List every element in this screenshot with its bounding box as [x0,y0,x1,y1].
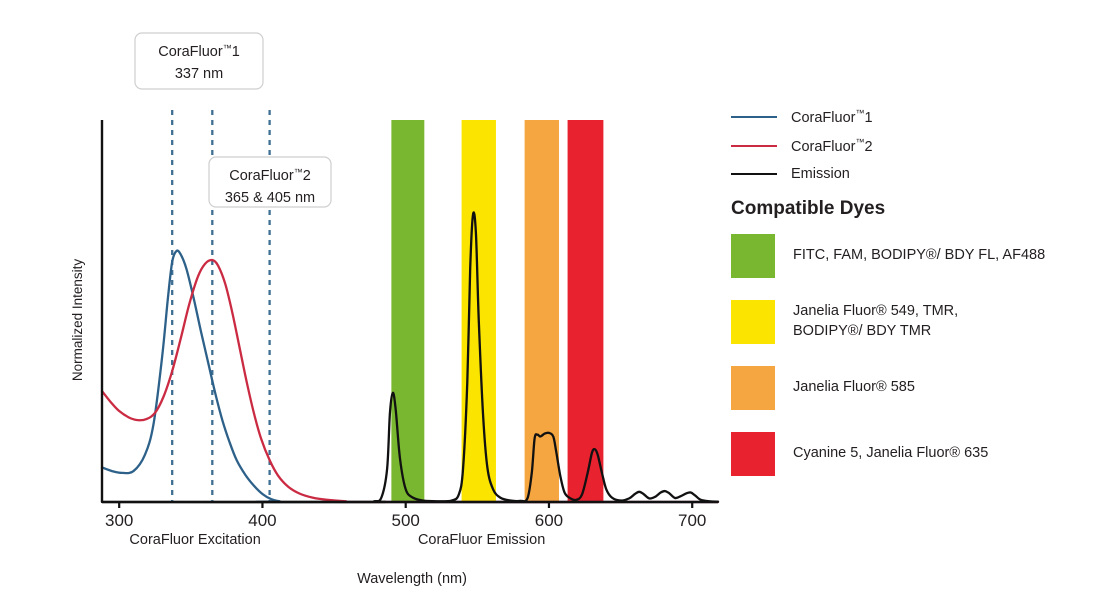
dye-item-label: FITC, FAM, BODIPY®/ BDY FL, AF488 [793,247,1046,264]
callout-line-2: 337 nm [175,66,223,82]
legend-line-swatch [731,144,777,147]
legend-item-2[interactable]: Emission [731,166,1091,182]
legend-item-label: Emission [791,165,850,182]
dye-item-2[interactable]: Janelia Fluor® 585 [731,366,1101,410]
legend-item-label: CoraFluor™1 [791,108,873,126]
coraFluor1-callout: CoraFluor™1 337 nm [134,32,264,90]
dye-color-swatch [731,234,775,278]
x-axis-title: Wavelength (nm) [357,571,467,587]
dye-item-label: Janelia Fluor® 549, TMR, BODIPY®/ BDY TMR [793,303,959,339]
coraFluor2-callout: CoraFluor™2 365 & 405 nm [208,156,332,208]
green-band [391,120,425,502]
curve-series-2 [100,211,720,504]
compatible-dyes-title: Compatible Dyes [731,198,886,219]
curve-series-1 [100,258,720,504]
series-legend: CoraFluor™1 CoraFluor™2 Emission [731,108,1091,193]
legend-line-swatch [731,115,777,118]
callout-line-2: 365 & 405 nm [225,190,315,206]
dye-item-label: Janelia Fluor® 585 [793,379,915,396]
dye-item-label: Cyanine 5, Janelia Fluor® 635 [793,445,989,462]
dye-item-0[interactable]: FITC, FAM, BODIPY®/ BDY FL, AF488 [731,234,1101,278]
legend-line-swatch [731,172,777,175]
y-axis-title: Normalized Intensity [70,259,85,382]
callout-line-1: CoraFluor™2 [229,167,311,184]
curve-series-0 [100,249,720,504]
red-band [567,120,604,502]
x-tick-label: 500 [392,511,420,530]
dye-color-swatch [731,366,775,410]
x-tick-label: 600 [535,511,563,530]
dye-item-3[interactable]: Cyanine 5, Janelia Fluor® 635 [731,432,1101,476]
dye-color-swatch [731,300,775,344]
x-tick-label: 300 [105,511,133,530]
orange-band [524,120,559,502]
axis-group-label: CoraFluor Excitation [129,532,260,548]
dye-color-swatch [731,432,775,476]
x-tick-label: 400 [248,511,276,530]
axis-group-label: CoraFluor Emission [418,532,545,548]
dye-item-1[interactable]: Janelia Fluor® 549, TMR, BODIPY®/ BDY TMR [731,300,1101,344]
compatible-dyes-list: FITC, FAM, BODIPY®/ BDY FL, AF488 Janelia… [731,234,1101,498]
callout-line-1: CoraFluor™1 [158,43,240,60]
legend-item-1[interactable]: CoraFluor™2 [731,137,1091,155]
legend-item-0[interactable]: CoraFluor™1 [731,108,1091,126]
legend-item-label: CoraFluor™2 [791,136,873,155]
spectra-chart: 300 400 500 600 700 CoraFluor Excitation CoraF… [70,32,720,587]
x-tick-label: 700 [678,511,706,530]
